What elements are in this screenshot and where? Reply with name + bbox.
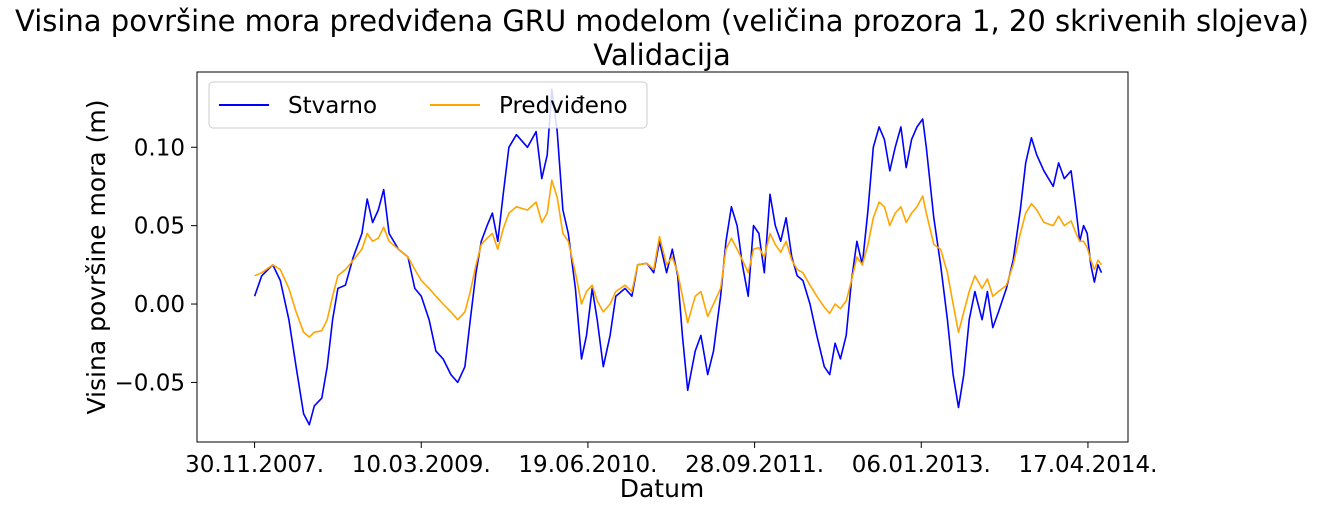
legend-label-predvideno: Predviđeno bbox=[499, 93, 628, 119]
x-tick-label: 30.11.2007. bbox=[185, 452, 324, 478]
x-tick-label: 10.03.2009. bbox=[352, 452, 491, 478]
y-tick-label: −0.05 bbox=[115, 370, 185, 396]
legend: Stvarno Predviđeno bbox=[208, 81, 648, 129]
x-axis-label: Datum bbox=[620, 474, 705, 503]
x-tick-label: 19.06.2010. bbox=[518, 452, 657, 478]
x-tick-label: 28.09.2011. bbox=[685, 452, 824, 478]
plot-lines bbox=[253, 88, 1103, 426]
legend-box bbox=[208, 81, 648, 129]
chart-subtitle: Validacija bbox=[593, 38, 730, 72]
y-tick-label: 0.10 bbox=[134, 135, 185, 161]
x-tick-label: 17.04.2014. bbox=[1018, 452, 1157, 478]
series-line-1 bbox=[254, 179, 1103, 338]
series-line-0 bbox=[253, 88, 1103, 426]
y-tick-label: 0.00 bbox=[134, 292, 185, 318]
y-axis-ticks: −0.05 0.00 0.05 0.10 bbox=[115, 135, 197, 396]
x-tick-label: 06.01.2013. bbox=[852, 452, 991, 478]
plot-frame bbox=[196, 71, 1129, 443]
chart-title: Visina površine mora predviđena GRU mode… bbox=[15, 4, 1309, 38]
y-axis-label: Visina površine mora (m) bbox=[82, 99, 111, 414]
y-tick-label: 0.05 bbox=[134, 214, 185, 240]
x-axis-ticks: 30.11.2007. 10.03.2009. 19.06.2010. 28.09.2… bbox=[185, 442, 1157, 478]
legend-label-stvarno: Stvarno bbox=[288, 93, 377, 119]
